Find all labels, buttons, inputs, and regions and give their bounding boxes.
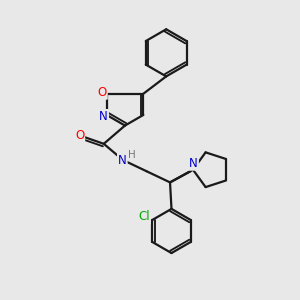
Text: N: N xyxy=(99,110,108,123)
Text: N: N xyxy=(118,154,127,166)
Text: O: O xyxy=(98,86,107,99)
Text: H: H xyxy=(128,150,136,160)
Text: Cl: Cl xyxy=(138,211,150,224)
Text: N: N xyxy=(189,157,198,170)
Text: O: O xyxy=(75,129,84,142)
